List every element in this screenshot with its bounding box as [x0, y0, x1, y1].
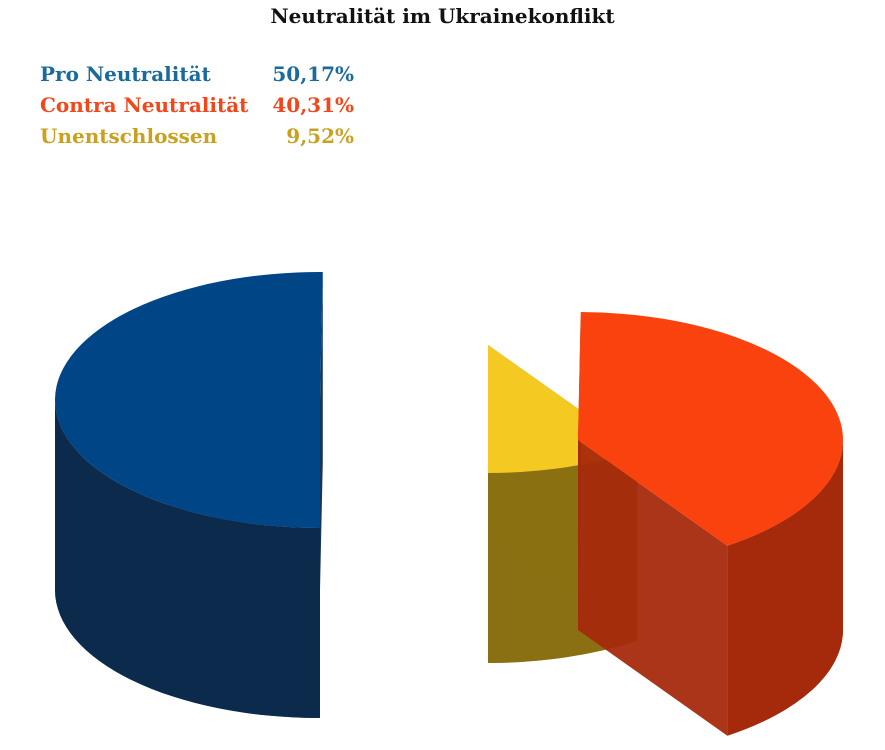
legend-label: Pro Neutralität — [40, 62, 211, 86]
slice-top — [578, 312, 844, 546]
legend-label: Unentschlossen — [40, 124, 218, 148]
slice-cut-face — [578, 440, 728, 736]
slice-top — [54, 272, 323, 528]
legend-value: 9,52% — [286, 124, 354, 148]
legend-label: Contra Neutralität — [40, 93, 249, 117]
legend-value: 50,17% — [272, 62, 354, 86]
slice-side-shade — [727, 440, 844, 736]
slice-cut-face — [320, 272, 323, 590]
chart-title: Neutralität im Ukrainekonflikt — [270, 4, 615, 28]
legend-row-undecided: Unentschlossen 9,52% — [40, 124, 360, 155]
pie-slice — [54, 272, 323, 718]
legend: Pro Neutralität 50,17% Contra Neutralitä… — [40, 62, 360, 155]
legend-row-pro: Pro Neutralität 50,17% — [40, 62, 360, 93]
pie-slice — [578, 312, 844, 736]
legend-row-contra: Contra Neutralität 40,31% — [40, 93, 360, 124]
slice-side-shade — [55, 400, 320, 718]
legend-value: 40,31% — [272, 93, 354, 117]
